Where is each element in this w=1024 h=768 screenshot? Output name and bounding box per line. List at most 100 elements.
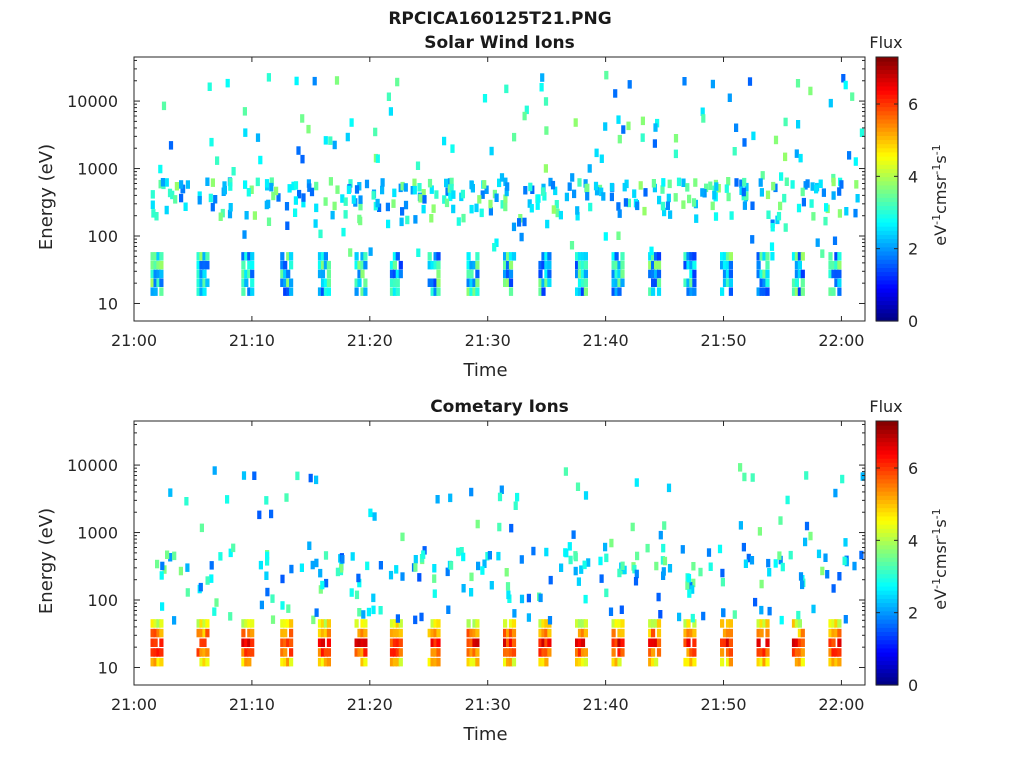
flux-cell	[837, 628, 842, 638]
flux-cell	[255, 177, 260, 187]
colorbar-swatch	[876, 316, 898, 322]
flux-cell	[280, 619, 285, 628]
flux-cell	[765, 287, 770, 296]
flux-cell	[692, 619, 697, 628]
flux-cell	[466, 657, 471, 667]
flux-cell	[544, 126, 549, 135]
flux-cell	[708, 562, 713, 571]
colorbar-swatch	[876, 598, 898, 604]
flux-cell	[666, 193, 671, 203]
flux-cell	[511, 619, 517, 628]
flux-cell	[686, 287, 691, 296]
flux-cell	[466, 260, 471, 270]
flux-cell	[720, 287, 725, 296]
flux-cell	[470, 184, 475, 193]
flux-cell	[433, 287, 438, 296]
flux-cell	[153, 260, 158, 270]
flux-cell	[503, 269, 508, 279]
flux-cell	[358, 201, 363, 211]
colorbar-swatch	[876, 209, 898, 215]
flux-cell	[364, 179, 370, 189]
flux-cell	[603, 232, 608, 241]
y-tick-label: 100	[87, 591, 118, 610]
units-base: eV	[931, 589, 950, 610]
flux-cell	[392, 638, 397, 647]
flux-cell	[474, 203, 479, 213]
flux-cell	[165, 550, 170, 559]
flux-cell	[554, 200, 559, 209]
flux-cell	[280, 601, 285, 610]
flux-cell	[389, 269, 395, 279]
flux-cell	[616, 115, 621, 124]
flux-cell	[357, 278, 362, 287]
flux-cell	[212, 607, 217, 616]
flux-cell	[363, 278, 368, 287]
units-base: s	[931, 519, 950, 527]
flux-cell	[357, 608, 362, 617]
flux-cell	[429, 185, 434, 194]
flux-cell	[250, 648, 255, 657]
flux-cell	[843, 538, 848, 547]
colorbar-swatch	[876, 425, 898, 430]
flux-cell	[632, 189, 637, 198]
flux-cell	[651, 269, 656, 279]
flux-cell	[583, 252, 588, 261]
flux-cell	[469, 287, 474, 296]
flux-cell	[626, 121, 631, 131]
colorbar-swatch	[876, 275, 898, 281]
flux-cell	[762, 657, 767, 667]
colorbar-swatch	[876, 160, 898, 165]
flux-cell	[360, 657, 365, 667]
colorbar-swatch	[876, 106, 898, 112]
flux-cell	[160, 602, 165, 611]
flux-cell	[620, 260, 625, 270]
flux-cell	[286, 252, 291, 261]
flux-cell	[553, 186, 558, 196]
flux-cell	[475, 657, 480, 667]
colorbar-tick-label: 6	[908, 459, 918, 478]
flux-cell	[389, 638, 395, 647]
flux-cell	[258, 560, 263, 570]
flux-cell	[209, 561, 214, 570]
flux-cell	[286, 638, 291, 647]
flux-cell	[357, 260, 362, 270]
flux-cell	[313, 219, 318, 228]
flux-cell	[614, 260, 619, 270]
flux-cell	[831, 287, 836, 296]
flux-cell	[503, 648, 508, 657]
flux-cell	[150, 619, 155, 628]
flux-cell	[466, 628, 471, 638]
flux-cell	[580, 628, 586, 638]
flux-cell	[511, 628, 517, 638]
flux-cell	[159, 571, 164, 580]
flux-cell	[667, 179, 672, 189]
flux-cell	[765, 278, 770, 287]
flux-cell	[250, 619, 255, 628]
flux-cell	[805, 179, 810, 188]
flux-cell	[620, 638, 625, 647]
flux-cell	[289, 648, 294, 657]
flux-cell	[472, 619, 477, 628]
flux-cell	[389, 260, 395, 270]
flux-cell	[538, 657, 543, 667]
flux-cell	[388, 570, 394, 580]
flux-cell	[168, 553, 173, 562]
flux-cell	[247, 252, 252, 261]
flux-cell	[365, 561, 370, 571]
flux-cell	[541, 287, 546, 296]
flux-cell	[283, 638, 288, 647]
flux-cell	[391, 199, 396, 208]
flux-cell	[295, 471, 300, 481]
flux-cell	[247, 260, 252, 270]
flux-cell	[153, 648, 158, 657]
flux-cell	[720, 252, 725, 261]
flux-cell	[577, 657, 583, 667]
flux-cell	[202, 252, 207, 261]
flux-cell	[252, 471, 257, 480]
flux-cell	[436, 252, 441, 261]
flux-cell	[580, 252, 586, 261]
flux-cell	[555, 208, 560, 218]
colorbar-swatch	[876, 156, 898, 161]
flux-cell	[202, 287, 207, 296]
flux-cell	[395, 638, 400, 647]
